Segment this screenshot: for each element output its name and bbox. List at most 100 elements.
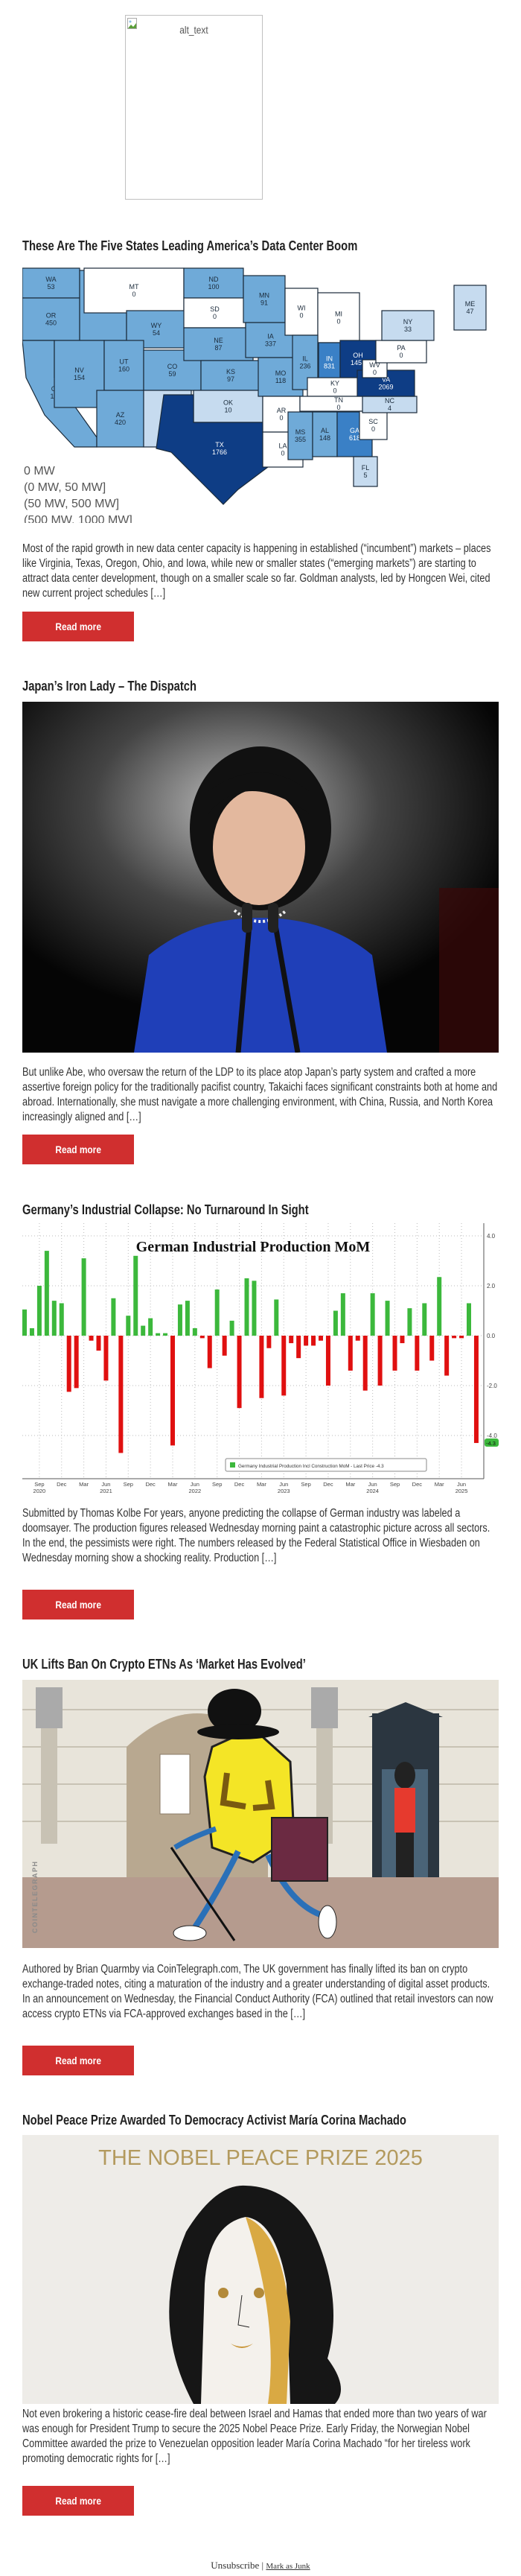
bar-2022-12 bbox=[237, 1336, 242, 1409]
bar-2020-09 bbox=[36, 1286, 42, 1336]
state-az bbox=[96, 390, 144, 448]
state-ny bbox=[381, 310, 435, 341]
bar-2024-10 bbox=[400, 1336, 405, 1344]
state-value: 831 bbox=[324, 363, 335, 370]
footer: Unsubscribe | Mark as Junk bbox=[0, 2560, 521, 2572]
state-mi bbox=[317, 292, 360, 343]
state-value: 148 bbox=[319, 434, 330, 442]
map-legend-entry: 0 MW bbox=[24, 465, 56, 478]
bar-2025-06 bbox=[459, 1336, 464, 1339]
article-title[interactable]: Nobel Peace Prize Awarded To Democracy A… bbox=[22, 2113, 406, 2128]
bar-2025-04 bbox=[444, 1336, 450, 1376]
y-tick-label: -4.0 bbox=[487, 1433, 497, 1439]
bar-2024-05 bbox=[362, 1336, 368, 1391]
state-pa bbox=[375, 340, 427, 364]
bar-2024-03 bbox=[348, 1336, 353, 1371]
state-value: 236 bbox=[299, 363, 310, 370]
bar-2024-08 bbox=[385, 1301, 390, 1336]
state-label: LA bbox=[278, 442, 287, 450]
bar-2022-02 bbox=[163, 1333, 168, 1336]
button-label: Read more bbox=[55, 2495, 101, 2507]
state-label: AR bbox=[277, 407, 287, 414]
button-label: Read more bbox=[55, 1143, 101, 1155]
bar-2024-06 bbox=[370, 1293, 375, 1336]
image-alt-text: alt_text bbox=[179, 24, 208, 36]
article-illustration-crypto: COINTELEGRAPH bbox=[22, 1680, 499, 1948]
bar-2021-06 bbox=[103, 1336, 109, 1381]
x-tick-label: Sep bbox=[212, 1481, 222, 1488]
article-title[interactable]: These Are The Five States Leading Americ… bbox=[22, 238, 358, 253]
bar-2020-08 bbox=[29, 1327, 34, 1336]
y-tick-label: -2.0 bbox=[487, 1383, 497, 1389]
state-nd bbox=[183, 267, 244, 299]
bar-2021-08 bbox=[118, 1336, 124, 1453]
state-value: 0 bbox=[281, 450, 284, 457]
read-more-button[interactable]: Read more bbox=[22, 1135, 134, 1164]
state-label: MO bbox=[275, 369, 287, 377]
unsubscribe-link[interactable]: Unsubscribe bbox=[211, 2560, 260, 2571]
state-label: MS bbox=[295, 428, 306, 436]
read-more-button[interactable]: Read more bbox=[22, 1590, 134, 1619]
state-value: 0 bbox=[279, 414, 283, 422]
state-value: 450 bbox=[45, 320, 57, 327]
state-wi bbox=[284, 288, 319, 336]
bar-2025-07 bbox=[467, 1303, 471, 1336]
bar-2021-10 bbox=[133, 1255, 138, 1336]
bar-2023-08 bbox=[296, 1336, 301, 1359]
read-more-button[interactable]: Read more bbox=[22, 2046, 134, 2075]
state-value: 2069 bbox=[378, 384, 393, 391]
bar-2023-01 bbox=[244, 1278, 249, 1336]
state-label: NC bbox=[385, 397, 394, 405]
state-value: 0 bbox=[333, 387, 336, 395]
legend-swatch bbox=[230, 1462, 235, 1468]
article-title[interactable]: Germany’s Industrial Collapse: No Turnar… bbox=[22, 1202, 309, 1217]
bar-2023-02 bbox=[252, 1281, 257, 1336]
us-data-center-map: WA53OR450CA143ID148MT0WY54NV154UT160AZ42… bbox=[22, 267, 487, 523]
bar-2021-02 bbox=[74, 1336, 79, 1389]
bar-2020-12 bbox=[59, 1303, 64, 1336]
map-legend-entry: (500 MW, 1000 MW] bbox=[24, 514, 132, 523]
state-label: PA bbox=[397, 344, 405, 352]
x-tick-label: Dec bbox=[323, 1481, 333, 1488]
state-label: WY bbox=[151, 322, 162, 329]
state-label: AL bbox=[321, 427, 329, 434]
bar-2021-04 bbox=[89, 1336, 94, 1341]
state-value: 0 bbox=[371, 425, 375, 433]
read-more-button[interactable]: Read more bbox=[22, 2486, 134, 2516]
state-fl bbox=[353, 456, 378, 487]
mark-as-junk-link[interactable]: Mark as Junk bbox=[266, 2562, 310, 2571]
button-label: Read more bbox=[55, 1599, 101, 1611]
x-tick-label: Sep bbox=[301, 1481, 310, 1488]
article-excerpt: Not even brokering a historic cease-fire… bbox=[22, 2408, 487, 2465]
state-label: TX bbox=[215, 441, 224, 448]
broken-image-icon bbox=[127, 18, 137, 29]
bar-2023-11 bbox=[319, 1336, 323, 1341]
bar-2023-05 bbox=[274, 1299, 279, 1336]
bar-2022-03 bbox=[170, 1336, 175, 1446]
article-title[interactable]: UK Lifts Ban On Crypto ETNs As ‘Market H… bbox=[22, 1657, 306, 1672]
bar-2021-12 bbox=[148, 1318, 153, 1336]
x-tick-label: Dec bbox=[234, 1481, 245, 1488]
y-tick-label: 0.0 bbox=[487, 1333, 496, 1339]
read-more-button[interactable]: Read more bbox=[22, 612, 134, 641]
bar-2022-10 bbox=[222, 1336, 227, 1356]
x-tick-label: Jun bbox=[191, 1481, 199, 1488]
state-label: GA bbox=[350, 427, 359, 434]
bar-2022-09 bbox=[214, 1289, 220, 1336]
state-value: 0 bbox=[213, 313, 217, 320]
x-year-label: 2021 bbox=[100, 1488, 112, 1494]
state-label: MN bbox=[259, 292, 269, 299]
bar-2024-07 bbox=[377, 1336, 383, 1386]
state-ok bbox=[193, 390, 263, 423]
bar-2021-05 bbox=[96, 1336, 101, 1351]
state-value: 1766 bbox=[212, 448, 227, 456]
state-me bbox=[453, 285, 487, 331]
state-value: 5 bbox=[363, 472, 367, 479]
x-tick-label: Sep bbox=[34, 1481, 44, 1488]
article-title[interactable]: Japan’s Iron Lady – The Dispatch bbox=[22, 679, 197, 694]
button-label: Read more bbox=[55, 2055, 101, 2066]
state-label: FL bbox=[362, 464, 370, 472]
x-tick-label: Sep bbox=[124, 1481, 133, 1488]
last-value-label: -4.3 bbox=[486, 1440, 496, 1447]
state-value: 160 bbox=[118, 366, 130, 373]
